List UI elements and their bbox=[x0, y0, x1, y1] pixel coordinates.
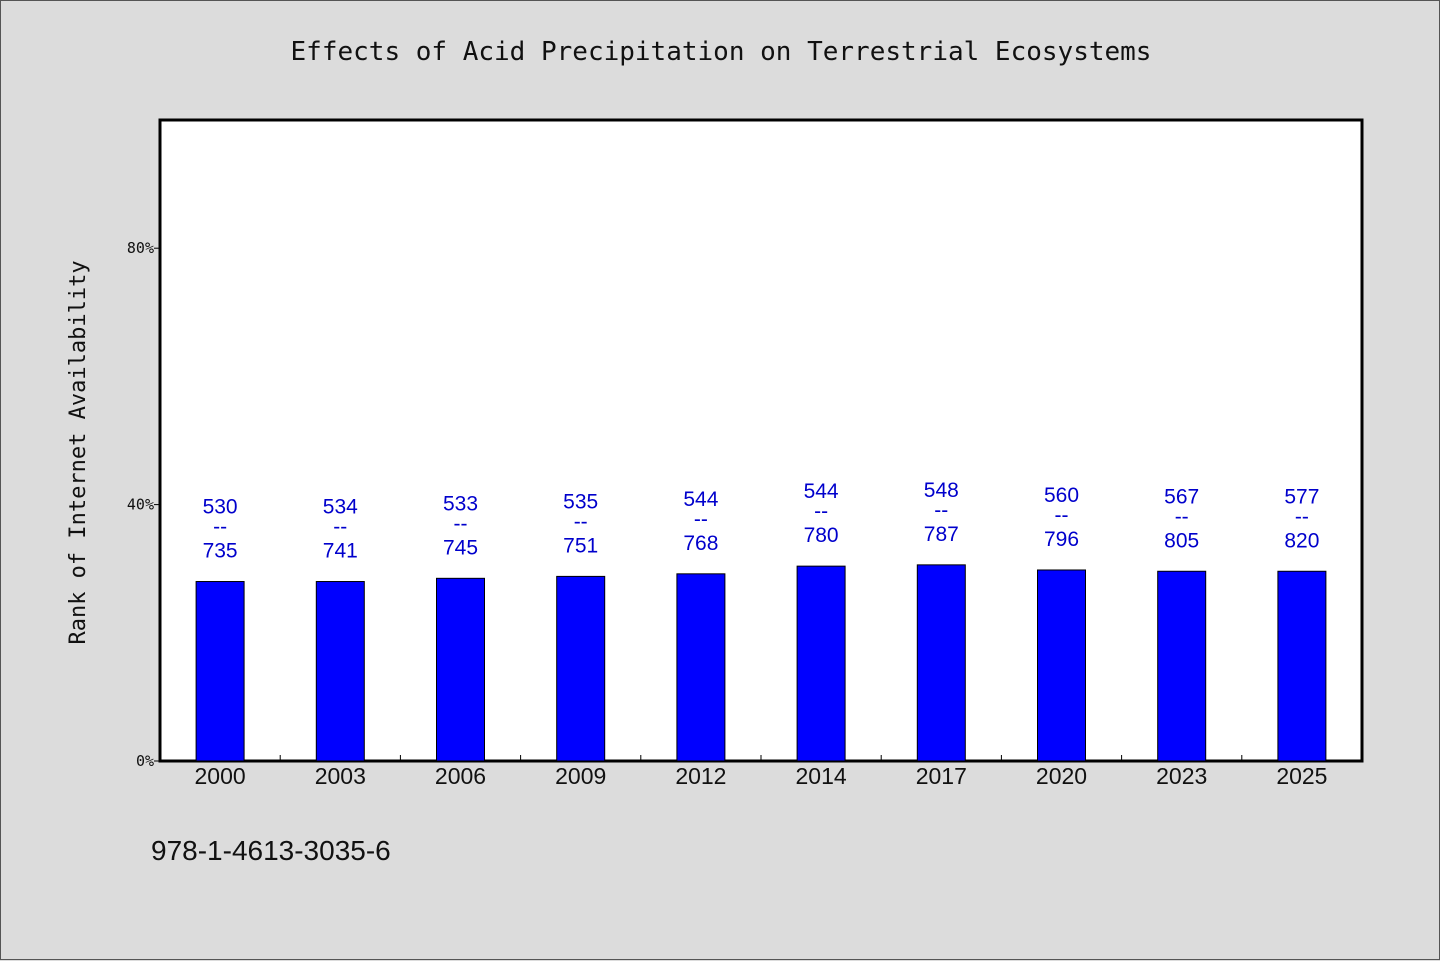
data-label-separator: -- bbox=[1295, 505, 1309, 528]
bar bbox=[1157, 570, 1207, 762]
data-label-top: 535 bbox=[563, 490, 598, 513]
bar bbox=[195, 581, 245, 762]
x-tick-label: 2006 bbox=[435, 763, 486, 789]
data-label-top: 548 bbox=[924, 479, 959, 502]
data-label-bottom: 768 bbox=[683, 532, 718, 555]
data-label-bottom: 820 bbox=[1284, 529, 1319, 552]
data-label-separator: -- bbox=[934, 499, 948, 522]
data-label-bottom: 796 bbox=[1044, 528, 1079, 551]
x-tick-label: 2014 bbox=[796, 763, 847, 789]
data-label-top: 544 bbox=[683, 488, 718, 511]
data-label-top: 567 bbox=[1164, 485, 1199, 508]
data-label-separator: -- bbox=[1175, 505, 1189, 528]
bar bbox=[1037, 569, 1086, 762]
data-label-bottom: 780 bbox=[804, 524, 839, 547]
x-tick-label: 2025 bbox=[1276, 763, 1327, 789]
data-label-bottom: 741 bbox=[323, 540, 358, 563]
bar bbox=[556, 575, 606, 762]
data-label-separator: -- bbox=[694, 508, 708, 531]
data-label-separator: -- bbox=[1055, 504, 1069, 527]
data-label-top: 530 bbox=[203, 496, 238, 519]
y-tick-label: 0% bbox=[136, 752, 154, 770]
data-label-top: 534 bbox=[323, 496, 358, 519]
x-tick-label: 2000 bbox=[195, 763, 246, 789]
data-label-top: 544 bbox=[804, 480, 839, 503]
x-tick-label: 2017 bbox=[916, 763, 967, 789]
data-label-bottom: 805 bbox=[1164, 529, 1199, 552]
x-tick-label: 2009 bbox=[555, 763, 606, 789]
x-tick-label: 2020 bbox=[1036, 763, 1087, 789]
y-tick-label: 80% bbox=[127, 239, 154, 257]
data-label-bottom: 751 bbox=[563, 534, 598, 557]
data-label-top: 577 bbox=[1284, 485, 1319, 508]
bar bbox=[796, 565, 846, 762]
data-label-bottom: 735 bbox=[203, 540, 238, 563]
data-label-top: 560 bbox=[1044, 484, 1079, 507]
x-tick-label: 2023 bbox=[1156, 763, 1207, 789]
data-label-bottom: 787 bbox=[924, 523, 959, 546]
data-label-separator: -- bbox=[454, 512, 468, 535]
data-label-separator: -- bbox=[213, 516, 227, 539]
x-tick-label: 2003 bbox=[315, 763, 366, 789]
x-tick-label: 2012 bbox=[675, 763, 726, 789]
isbn-footnote: 978-1-4613-3035-6 bbox=[151, 835, 391, 866]
data-label-separator: -- bbox=[333, 516, 347, 539]
bar bbox=[1277, 570, 1327, 762]
data-label-separator: -- bbox=[574, 510, 588, 533]
y-axis-label: Rank of Internet Availability bbox=[66, 260, 91, 644]
data-label-separator: -- bbox=[814, 500, 828, 523]
bar bbox=[436, 577, 485, 762]
y-tick-label: 40% bbox=[127, 496, 154, 514]
chart-title: Effects of Acid Precipitation on Terrest… bbox=[290, 37, 1152, 67]
bar bbox=[676, 573, 726, 762]
data-label-bottom: 745 bbox=[443, 536, 478, 559]
data-label-top: 533 bbox=[443, 492, 478, 515]
bar bbox=[916, 564, 966, 762]
bar bbox=[315, 581, 365, 762]
